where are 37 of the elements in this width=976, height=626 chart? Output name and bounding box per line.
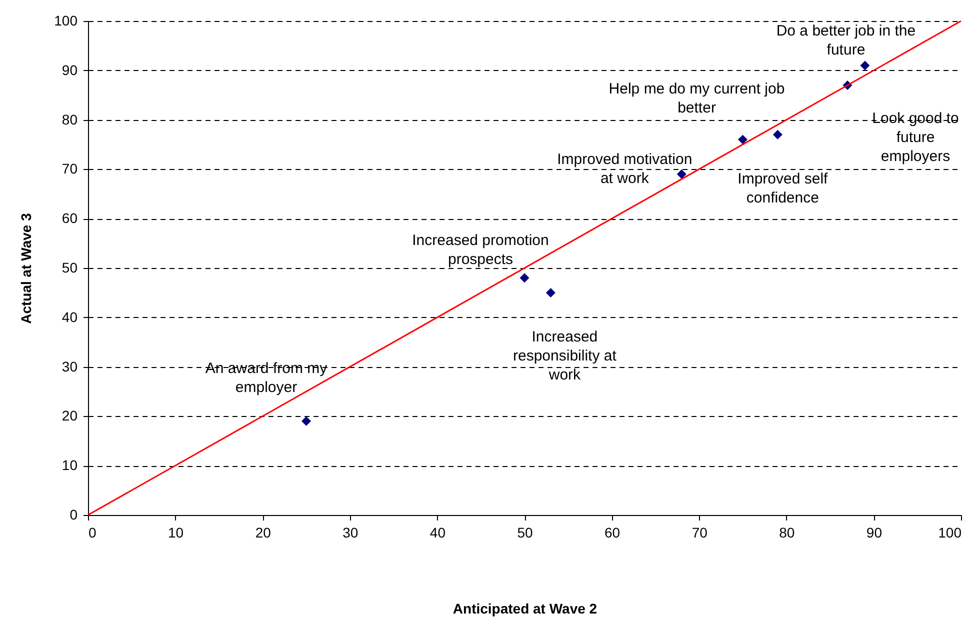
y-tick-label: 80 xyxy=(62,111,78,128)
point xyxy=(520,273,530,283)
point xyxy=(302,416,311,426)
annotation: Improved motivation at work xyxy=(557,151,692,188)
y-tick-label: 90 xyxy=(62,62,78,78)
x-tick-label: 70 xyxy=(692,524,708,540)
y-tick-label: 40 xyxy=(62,308,78,325)
point xyxy=(546,288,556,298)
y-tick-label: 60 xyxy=(62,210,78,226)
y-axis-title: Actual at Wave 3 xyxy=(18,212,34,324)
y-tick-label: 100 xyxy=(54,12,78,28)
x-tick-label: 10 xyxy=(168,524,184,540)
annotation: Improved self confidence xyxy=(738,170,829,207)
y-tick-label: 20 xyxy=(62,408,78,424)
x-tick-label: 20 xyxy=(255,524,272,540)
x-tick-label: 60 xyxy=(604,524,620,540)
point xyxy=(860,60,870,70)
x-tick-label: 100 xyxy=(938,524,962,540)
x-tick-label: 50 xyxy=(517,524,533,540)
point xyxy=(676,169,686,179)
x-tick-label: 80 xyxy=(779,524,795,540)
x-tick-label: 0 xyxy=(88,524,96,540)
y-tick-label: 30 xyxy=(62,358,78,374)
x-axis-title: Anticipated at Wave 2 xyxy=(452,600,598,616)
y-tick-label: 10 xyxy=(62,457,78,474)
x-tick-label: 30 xyxy=(342,524,358,540)
y-tick-label: 50 xyxy=(62,260,78,276)
annotation: Help me do my current job better xyxy=(608,80,785,117)
annotation: Increased responsibility at work xyxy=(512,328,618,384)
point xyxy=(738,134,748,144)
annotation: Do a better job in the future xyxy=(776,22,916,58)
point xyxy=(772,130,782,140)
annotation: Increased promotion prospects xyxy=(412,232,549,268)
x-tick-label: 90 xyxy=(866,524,882,540)
y-tick-label: 70 xyxy=(62,160,78,177)
y-tick-label: 0 xyxy=(70,506,78,522)
x-tick-label: 40 xyxy=(430,524,446,540)
